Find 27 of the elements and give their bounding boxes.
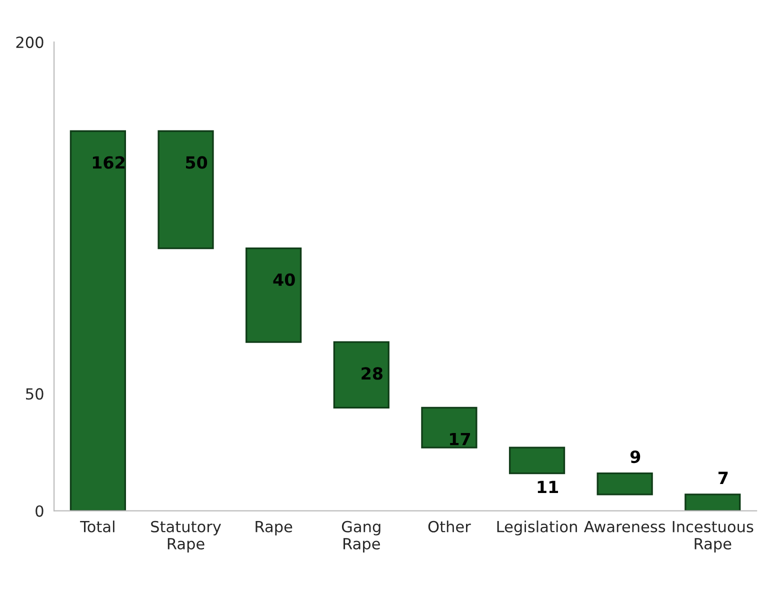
x-tick-label: Total: [80, 520, 114, 532]
x-tick-label: Rape: [256, 521, 292, 536]
x-tick-label: Gang Rape: [342, 520, 380, 552]
bar: [508, 446, 566, 474]
x-tick-label: Other: [428, 520, 471, 532]
x-tick-label: Incestuous Rape: [672, 521, 754, 552]
bar: [70, 130, 126, 511]
bar: [421, 406, 478, 448]
bar: [684, 494, 741, 511]
y-tick-label: 50: [26, 388, 44, 400]
data-label: 162: [92, 156, 124, 169]
x-tick-label: Awareness: [584, 521, 666, 532]
y-tick-label: 0: [36, 505, 44, 517]
data-label: 40: [273, 273, 295, 286]
x-tick-label: Legislation: [497, 520, 577, 536]
bar: [158, 130, 214, 250]
data-label: 7: [718, 472, 728, 484]
x-tick-label: Statutory Rape: [151, 520, 221, 552]
bar: [246, 248, 302, 343]
bar: [333, 341, 390, 409]
data-label: 9: [630, 450, 640, 464]
data-label: 11: [538, 480, 558, 494]
bar: [596, 472, 653, 496]
data-label: 28: [362, 367, 382, 380]
data-label: 50: [186, 156, 208, 169]
data-label: 17: [450, 432, 470, 446]
y-tick-label: 200: [16, 36, 44, 48]
